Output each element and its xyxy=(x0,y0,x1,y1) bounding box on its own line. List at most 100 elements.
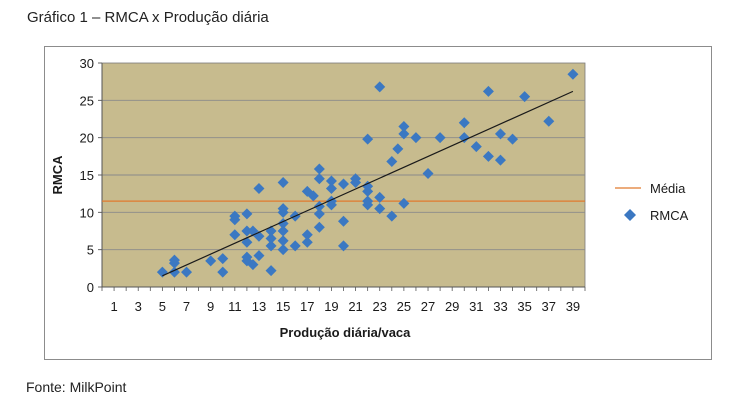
data-point xyxy=(338,240,349,252)
data-point xyxy=(229,210,241,222)
x-tick-label: 23 xyxy=(372,299,386,314)
x-tick-label: 7 xyxy=(183,299,190,314)
data-point xyxy=(168,254,180,266)
data-point xyxy=(265,232,277,244)
data-point xyxy=(410,132,422,144)
data-point xyxy=(398,197,410,209)
x-tick-label: 33 xyxy=(493,299,507,314)
data-point xyxy=(482,85,494,97)
legend-rmca-label: RMCA xyxy=(650,208,689,223)
axes xyxy=(101,63,586,291)
x-tick-label: 37 xyxy=(542,299,556,314)
data-point xyxy=(398,128,410,140)
y-tick-label: 0 xyxy=(87,280,94,295)
y-tick-label: 15 xyxy=(80,168,94,183)
data-point xyxy=(567,68,579,80)
data-point xyxy=(277,244,289,256)
data-point xyxy=(313,173,325,185)
x-tick-label: 5 xyxy=(159,299,166,314)
data-point xyxy=(241,208,253,220)
x-tick-label: 1 xyxy=(110,299,117,314)
point-layer xyxy=(156,68,579,278)
x-tick-label: 29 xyxy=(445,299,459,314)
data-point xyxy=(229,229,241,241)
data-point xyxy=(338,215,349,227)
data-point xyxy=(277,176,289,188)
x-tick-label: 31 xyxy=(469,299,483,314)
y-tick-label: 10 xyxy=(80,205,94,220)
x-tick-label: 11 xyxy=(228,299,242,314)
x-tick-labels: 1 3 5 7 9 11 13 15 17 19 21 23 25 27 29 31 33 35 37 39 xyxy=(110,299,580,314)
data-point xyxy=(519,91,531,103)
y-axis-label: RMCA xyxy=(50,155,65,195)
y-tick-labels: 0 5 10 15 20 25 30 xyxy=(80,56,94,295)
legend-mean-label: Média xyxy=(650,181,686,196)
data-point xyxy=(313,208,325,220)
data-point xyxy=(458,132,470,144)
data-point xyxy=(277,225,289,237)
x-tick-label: 9 xyxy=(207,299,214,314)
data-point xyxy=(289,240,301,252)
data-point xyxy=(374,191,386,203)
trend-line xyxy=(162,90,574,277)
x-tick-label: 27 xyxy=(421,299,435,314)
legend-rmca-swatch xyxy=(624,209,636,221)
data-point xyxy=(253,250,265,262)
x-tick-label: 15 xyxy=(276,299,290,314)
data-point xyxy=(241,225,253,237)
data-point xyxy=(301,229,313,241)
data-point xyxy=(386,210,398,222)
data-point xyxy=(301,236,313,248)
data-point xyxy=(313,221,325,233)
data-point xyxy=(543,115,555,127)
x-axis-label: Produção diária/vaca xyxy=(280,325,412,340)
data-point xyxy=(507,133,519,145)
data-point xyxy=(494,154,506,166)
data-point xyxy=(422,168,434,180)
data-point xyxy=(392,143,404,155)
data-point xyxy=(482,150,494,162)
data-point xyxy=(362,195,374,207)
data-point xyxy=(217,253,229,265)
x-tick-label: 39 xyxy=(566,299,580,314)
data-point xyxy=(458,117,470,129)
data-point xyxy=(265,265,277,277)
data-point xyxy=(277,203,289,215)
y-tick-label: 30 xyxy=(80,56,94,71)
x-tick-label: 17 xyxy=(300,299,314,314)
data-point xyxy=(325,175,337,187)
data-point xyxy=(265,240,277,252)
data-point xyxy=(181,266,193,278)
x-tick-label: 25 xyxy=(397,299,411,314)
y-tick-label: 5 xyxy=(87,243,94,258)
legend: Média RMCA xyxy=(615,181,689,223)
trendline-layer xyxy=(162,90,574,277)
data-point xyxy=(205,255,217,267)
data-point xyxy=(362,133,374,145)
x-tick-label: 19 xyxy=(324,299,338,314)
y-tick-label: 25 xyxy=(80,93,94,108)
data-point xyxy=(253,182,265,194)
data-point xyxy=(374,203,386,215)
data-point xyxy=(325,182,337,194)
data-point xyxy=(350,173,362,185)
data-point xyxy=(398,120,410,132)
data-point xyxy=(470,141,482,153)
data-point xyxy=(338,178,349,190)
x-tick-label: 21 xyxy=(348,299,362,314)
x-tick-label: 35 xyxy=(517,299,531,314)
data-point xyxy=(434,132,446,144)
x-tick-label: 13 xyxy=(252,299,266,314)
x-tick-label: 3 xyxy=(135,299,142,314)
data-point xyxy=(217,266,229,278)
data-point xyxy=(374,81,386,93)
data-point xyxy=(277,235,289,247)
source-note: Fonte: MilkPoint xyxy=(26,379,127,395)
data-point xyxy=(313,163,325,175)
data-point xyxy=(494,128,506,140)
chart-title: Gráfico 1 – RMCA x Produção diária xyxy=(27,9,269,26)
data-point xyxy=(362,180,374,192)
data-point xyxy=(247,259,259,271)
y-tick-label: 20 xyxy=(80,131,94,146)
